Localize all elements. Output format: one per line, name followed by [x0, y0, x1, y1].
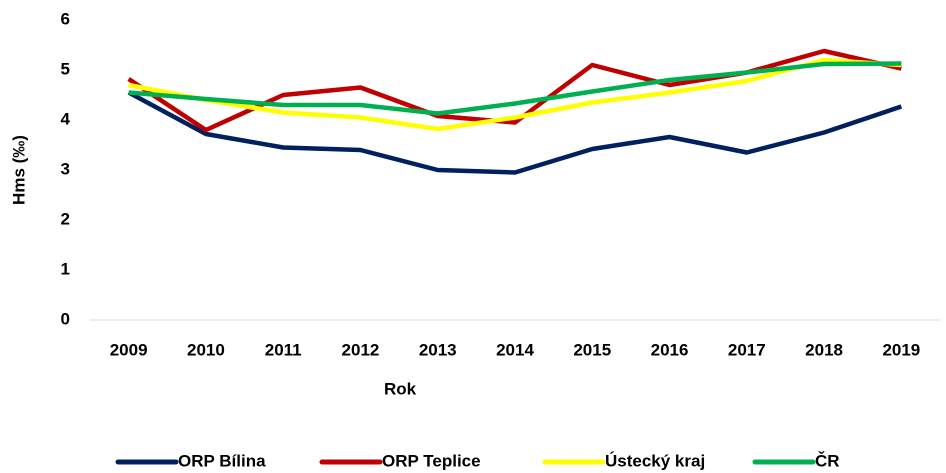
- x-tick-label: 2016: [651, 340, 689, 359]
- x-tick-label: 2019: [882, 340, 920, 359]
- x-tick-label: 2011: [265, 340, 302, 359]
- x-tick-label: 2010: [187, 340, 225, 359]
- x-tick-label: 2013: [419, 340, 457, 359]
- legend-label: ORP Bílina: [178, 451, 266, 470]
- y-tick-label: 1: [61, 259, 70, 278]
- x-tick-label: 2015: [573, 340, 611, 359]
- x-tick-label: 2012: [342, 340, 380, 359]
- line-series: [128, 61, 902, 116]
- x-tick-label: 2017: [728, 340, 766, 359]
- legend-label: ORP Teplice: [382, 451, 481, 470]
- y-tick-label: 4: [61, 109, 71, 128]
- y-tick-label: 2: [61, 209, 70, 228]
- y-tick-label: 0: [61, 309, 70, 328]
- line-series: [127, 90, 903, 175]
- legend-label: ČR: [815, 451, 840, 470]
- y-tick-label: 6: [61, 9, 70, 28]
- x-axis-title: Rok: [384, 379, 417, 398]
- x-tick-label: 2009: [110, 340, 148, 359]
- x-tick-label: 2014: [496, 340, 534, 359]
- line-series: [128, 57, 902, 132]
- y-axis-title: Hms (‰): [9, 135, 28, 205]
- y-tick-label: 5: [61, 59, 70, 78]
- x-tick-label: 2018: [805, 340, 843, 359]
- y-tick-label: 3: [61, 159, 70, 178]
- legend-label: Ústecký kraj: [605, 451, 705, 470]
